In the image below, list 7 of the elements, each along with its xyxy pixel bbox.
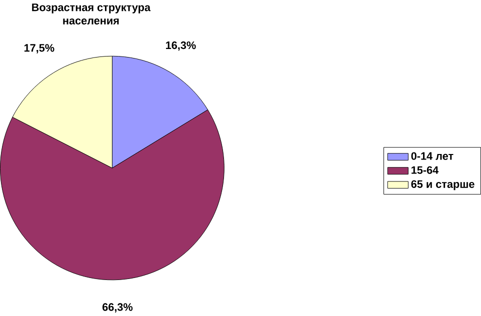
chart-title: Возрастная структура населения bbox=[32, 4, 151, 24]
data-label: 17,5% bbox=[24, 44, 54, 54]
legend-label: 65 и старше bbox=[411, 180, 474, 190]
legend-label: 0-14 лет bbox=[411, 152, 454, 160]
legend-label: 15-64 bbox=[412, 166, 439, 174]
data-label: 16,3% bbox=[166, 41, 196, 51]
data-label: 66,3% bbox=[102, 303, 133, 312]
